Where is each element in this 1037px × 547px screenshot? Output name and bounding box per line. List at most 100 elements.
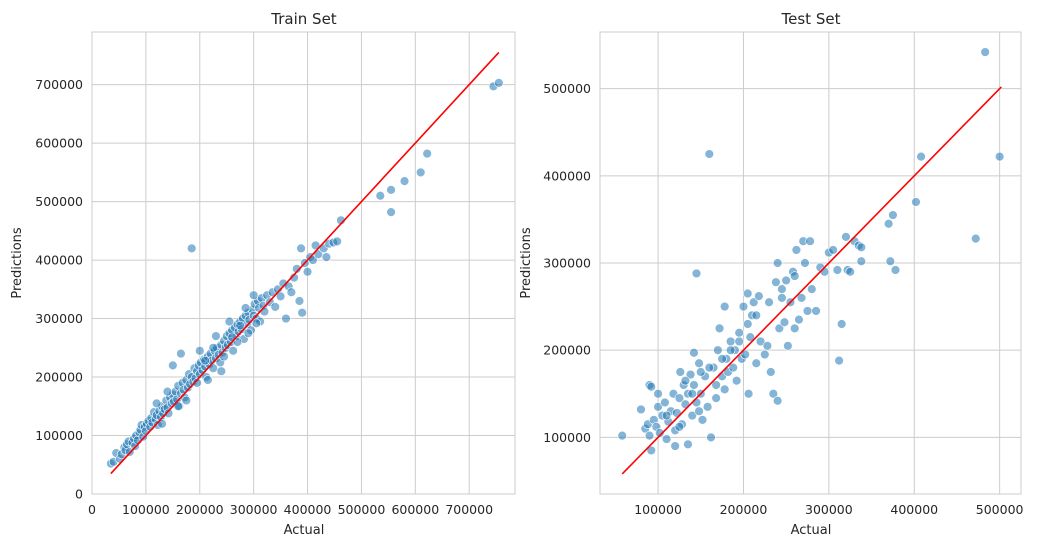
scatter-point [689,380,699,390]
scatter-point [828,245,838,255]
scatter-point [270,302,280,312]
scatter-point [683,439,693,450]
y-tick-label: 0 [75,487,83,502]
scatter-point [754,291,764,301]
scatter-point [670,441,680,451]
scatter-point [719,384,730,395]
scatter-point [661,434,672,444]
scatter-point [845,267,855,277]
scatter-point [751,310,761,321]
scatter-point [856,242,867,253]
scatter-point [653,402,663,412]
scatter-point [646,445,656,456]
scatter-point [292,264,302,274]
scatter-point [802,306,813,316]
scatter-point [294,296,305,306]
scatter-point [321,252,332,262]
scatter-point [646,382,656,392]
scatter-point [680,375,691,386]
chart-title: Train Set [270,10,337,28]
scatter-point [151,398,162,409]
x-tick-label: 100000 [122,502,170,517]
scatter-point [711,380,721,390]
reference-line [621,86,1002,475]
scatter-point [751,358,761,368]
scatter-point [227,332,237,342]
scatter-point [728,362,738,373]
scatter-point [235,320,245,331]
plot-frame [599,31,1022,495]
scatter-point [771,277,781,287]
y-tick-label: 300000 [543,256,591,271]
scatter-point [240,303,251,313]
scatter-point [422,148,432,159]
scatter-point [248,290,259,300]
scatter-point [745,332,755,342]
scatter-point [994,151,1005,162]
scatter-point [675,367,685,377]
scatter-point [713,345,723,355]
y-tick-label: 300000 [35,311,83,326]
scatter-point [186,243,197,254]
y-tick-label: 400000 [543,168,591,183]
scatter-point [386,207,396,217]
scatter-point [162,386,173,397]
scatter-point [251,318,262,328]
scatter-point [749,297,759,307]
scatter-point [694,406,704,416]
scatter-point [766,367,776,377]
scatter-point [883,219,894,229]
scatter-point [416,167,426,178]
scatter-point [674,393,685,403]
scatter-point [660,397,670,408]
scatter-point [807,284,817,294]
scatter-point [760,349,770,360]
scatter-point [661,410,672,421]
scatter-point [203,375,213,385]
scatter-point [890,265,901,275]
scatter-point [779,317,790,327]
x-tick-label: 300000 [805,502,853,517]
scatter-point [685,369,696,380]
scatter-point [195,346,205,356]
y-tick-label: 700000 [35,77,83,92]
scatter-point [888,210,898,220]
scatter-point [691,397,702,408]
test-set-panel: 100000 200000 300000 400000 500000 100000 2000… [519,10,1024,538]
scatter-point [192,378,202,388]
y-tick-label: 600000 [35,136,83,151]
scatter-point [259,306,270,317]
x-tick-label: 0 [88,502,96,517]
scatter-point [211,331,221,341]
scatter-point [704,362,715,373]
scatter-point [168,360,178,371]
y-tick-label: 200000 [35,370,83,385]
y-tick-label: 500000 [543,81,591,96]
x-tick-label: 400000 [284,502,332,517]
scatter-point [332,236,342,247]
scatter-point [916,151,926,162]
scatter-point [743,319,753,329]
scatter-point [224,316,235,327]
x-tick-label: 100000 [634,502,682,517]
scatter-point [811,306,821,316]
scatter-point [980,47,990,57]
scatter-point [399,176,410,186]
scatter-point [302,267,313,277]
reference-line [110,51,500,475]
scatter-point [743,288,753,299]
y-axis-label: Predictions [519,227,534,299]
scatter-point [228,346,238,356]
scatter-point [386,185,396,195]
scatter-point [783,341,793,351]
scatter-point [755,336,766,347]
scatter-point [819,267,830,277]
y-tick-label: 500000 [35,194,83,209]
scatter-point [762,341,773,351]
scatter-point [694,358,704,368]
scatter-point [885,256,896,266]
train-set-panel: 0 100000 200000 300000 400000 500000 600000 700… [10,10,516,538]
y-axis-label: Predictions [10,227,25,299]
scatter-point [841,232,851,242]
